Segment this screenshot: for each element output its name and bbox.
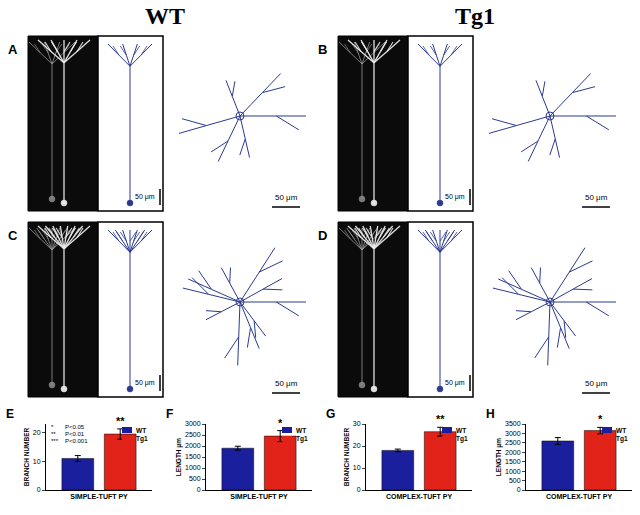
svg-text:C: C bbox=[8, 228, 18, 243]
svg-text:WT: WT bbox=[136, 427, 146, 434]
svg-text:*: * bbox=[598, 413, 603, 425]
svg-text:2000: 2000 bbox=[505, 449, 521, 456]
svg-text:0: 0 bbox=[37, 486, 41, 493]
svg-text:50 μm: 50 μm bbox=[275, 379, 298, 388]
svg-text:**: ** bbox=[116, 415, 125, 427]
svg-text:2000: 2000 bbox=[185, 442, 201, 449]
svg-text:1500: 1500 bbox=[185, 453, 201, 460]
svg-text:Tg1: Tg1 bbox=[455, 3, 495, 29]
svg-text:*: * bbox=[278, 417, 283, 429]
svg-text:P<0.001: P<0.001 bbox=[65, 438, 88, 444]
svg-text:P<0.01: P<0.01 bbox=[65, 431, 85, 437]
svg-text:WT: WT bbox=[616, 427, 626, 434]
svg-text:500: 500 bbox=[189, 475, 201, 482]
svg-text:2500: 2500 bbox=[185, 431, 201, 438]
svg-text:1000: 1000 bbox=[185, 464, 201, 471]
svg-text:**: ** bbox=[436, 413, 445, 425]
svg-text:50 μm: 50 μm bbox=[585, 379, 608, 388]
svg-text:D: D bbox=[318, 228, 327, 243]
svg-text:50 μm: 50 μm bbox=[445, 379, 465, 387]
svg-text:3000: 3000 bbox=[505, 430, 521, 437]
svg-text:***: *** bbox=[51, 438, 59, 444]
svg-text:50 μm: 50 μm bbox=[275, 193, 298, 202]
svg-text:Tg1: Tg1 bbox=[456, 435, 468, 443]
svg-text:COMPLEX-TUFT PY: COMPLEX-TUFT PY bbox=[546, 493, 612, 500]
svg-text:BRANCH NUMBER: BRANCH NUMBER bbox=[23, 427, 30, 486]
svg-text:BRANCH NUMBER: BRANCH NUMBER bbox=[343, 427, 350, 486]
svg-text:F: F bbox=[166, 407, 173, 421]
svg-text:COMPLEX-TUFT PY: COMPLEX-TUFT PY bbox=[386, 493, 452, 500]
svg-text:A: A bbox=[8, 42, 18, 57]
svg-text:500: 500 bbox=[509, 477, 521, 484]
svg-text:0: 0 bbox=[357, 486, 361, 493]
svg-text:H: H bbox=[486, 407, 495, 421]
svg-text:10: 10 bbox=[33, 458, 41, 465]
svg-text:20: 20 bbox=[33, 429, 41, 436]
svg-text:SIMPLE-TUFT PY: SIMPLE-TUFT PY bbox=[70, 493, 128, 500]
svg-text:3500: 3500 bbox=[505, 420, 521, 427]
svg-text:SIMPLE-TUFT PY: SIMPLE-TUFT PY bbox=[230, 493, 288, 500]
svg-text:10: 10 bbox=[353, 464, 361, 471]
svg-text:2500: 2500 bbox=[505, 439, 521, 446]
svg-text:3000: 3000 bbox=[185, 420, 201, 427]
svg-text:G: G bbox=[326, 407, 335, 421]
svg-text:P<0.05: P<0.05 bbox=[65, 424, 85, 430]
svg-text:Tg1: Tg1 bbox=[616, 435, 628, 443]
svg-text:0: 0 bbox=[197, 486, 201, 493]
svg-text:Tg1: Tg1 bbox=[296, 435, 308, 443]
svg-text:WT: WT bbox=[296, 427, 306, 434]
svg-text:WT: WT bbox=[456, 427, 466, 434]
svg-text:50 μm: 50 μm bbox=[585, 193, 608, 202]
svg-text:50 μm: 50 μm bbox=[135, 193, 155, 201]
svg-text:LENGTH μm: LENGTH μm bbox=[175, 438, 183, 477]
svg-text:50 μm: 50 μm bbox=[135, 379, 155, 387]
svg-text:**: ** bbox=[51, 431, 56, 437]
svg-text:50 μm: 50 μm bbox=[445, 193, 465, 201]
svg-text:0: 0 bbox=[517, 486, 521, 493]
svg-text:20: 20 bbox=[353, 442, 361, 449]
svg-text:30: 30 bbox=[353, 420, 361, 427]
svg-text:E: E bbox=[6, 407, 14, 421]
svg-text:LENGTH μm: LENGTH μm bbox=[495, 438, 503, 477]
svg-text:Tg1: Tg1 bbox=[136, 435, 148, 443]
svg-text:WT: WT bbox=[145, 3, 185, 29]
svg-text:*: * bbox=[51, 424, 54, 430]
svg-text:B: B bbox=[318, 42, 327, 57]
svg-text:1000: 1000 bbox=[505, 468, 521, 475]
svg-text:1500: 1500 bbox=[505, 458, 521, 465]
